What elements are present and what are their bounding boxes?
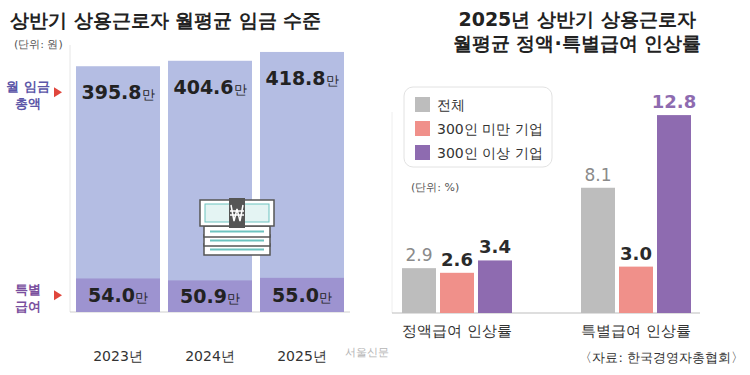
y-axis-line	[70, 45, 71, 312]
data-label: 2.9	[405, 245, 432, 265]
chart-canvas: 상반기 상용근로자 월평균 임금 수준(단위: 원)395.8만404.6만41…	[0, 0, 750, 375]
label-number: 404.6	[173, 76, 233, 98]
bar	[168, 61, 252, 312]
label-number: 418.8	[265, 67, 325, 89]
label-number: 50.9	[180, 285, 227, 307]
data-label: 395.8만	[81, 81, 154, 103]
data-label: 2.6	[441, 249, 473, 270]
label-unit: 만	[326, 73, 339, 88]
label-number: 55.0	[272, 284, 319, 306]
x-tick-label: 정액급여 인상률	[402, 322, 512, 340]
bar	[619, 267, 653, 313]
bill-line	[210, 249, 264, 251]
text-line: 월평균 정액·특별급여 인상률	[453, 32, 701, 54]
wage-chart: 상반기 상용근로자 월평균 임금 수준(단위: 원)395.8만404.6만41…	[6, 9, 350, 364]
baseline	[392, 313, 700, 314]
data-label: 8.1	[584, 165, 611, 185]
label-number: 395.8	[81, 81, 141, 103]
arrow	[54, 290, 62, 300]
bar	[581, 188, 615, 313]
data-label: 12.8	[652, 91, 696, 112]
data-label: 50.9만	[180, 285, 240, 307]
data-label: 418.8만	[265, 67, 338, 89]
arrow	[54, 87, 62, 97]
raise-chart: 2025년 상반기 상용근로자월평균 정액·특별급여 인상률 2.9 8.1 2.6 3…	[345, 8, 744, 365]
legend-label: 300인 이상 기업	[437, 145, 543, 161]
data-label: 404.6만	[173, 76, 246, 98]
x-tick-label: 2024년	[185, 348, 235, 364]
subtitle: (단위: %)	[411, 181, 459, 194]
label-unit: 만	[135, 290, 148, 305]
bar	[168, 280, 252, 312]
x-tick-label: 2025년	[277, 348, 327, 364]
bar	[76, 66, 160, 312]
legend-label: 전체	[437, 97, 465, 113]
money-icon	[200, 198, 274, 255]
bar	[402, 268, 436, 313]
legend-swatch	[415, 121, 430, 136]
bill-line	[210, 231, 264, 233]
label-unit: 만	[319, 290, 332, 305]
subtitle: (단위: 원)	[14, 38, 63, 51]
text-line: 총액	[15, 96, 41, 111]
bill-line	[210, 240, 264, 242]
title: 상반기 상용근로자 월평균 임금 수준	[10, 9, 321, 31]
bars	[76, 52, 344, 312]
label-number: 54.0	[88, 284, 135, 306]
series-label: 특별급여	[15, 282, 41, 314]
data-label: 54.0만	[88, 284, 148, 306]
watermark: 서울신문	[345, 346, 389, 359]
bar	[478, 260, 512, 313]
data-label: 3.0	[620, 243, 652, 264]
label-unit: 만	[227, 291, 240, 306]
bar	[260, 278, 344, 312]
x-tick-label: 2023년	[93, 348, 143, 364]
bar	[657, 115, 691, 313]
text-line: 2025년 상반기 상용근로자	[458, 8, 695, 30]
data-label: 55.0만	[272, 284, 332, 306]
bar	[76, 278, 160, 312]
series-label: 월 임금총액	[6, 79, 50, 111]
background	[0, 0, 750, 375]
bar	[440, 273, 474, 313]
x-tick-label: 특별급여 인상률	[581, 322, 691, 340]
label-unit: 만	[142, 87, 155, 102]
label-unit: 만	[234, 82, 247, 97]
y-axis-line	[392, 112, 393, 313]
bar	[260, 52, 344, 312]
text-line: 급여	[15, 299, 41, 314]
legend-box	[404, 87, 552, 167]
data-label: 3.4	[479, 236, 511, 257]
legend-label: 300인 미만 기업	[437, 121, 543, 137]
won-sign	[230, 205, 244, 221]
text-line: 월 임금	[6, 79, 50, 94]
title: 2025년 상반기 상용근로자월평균 정액·특별급여 인상률	[453, 8, 701, 54]
legend-swatch	[415, 97, 430, 112]
source: 〈자료: 한국경영자총협회〉	[579, 350, 744, 365]
legend: 전체 300인 미만 기업 300인 이상 기업	[404, 87, 552, 167]
bill-band	[229, 198, 245, 228]
legend-swatch	[415, 145, 430, 160]
text-line: 특별	[15, 282, 41, 297]
